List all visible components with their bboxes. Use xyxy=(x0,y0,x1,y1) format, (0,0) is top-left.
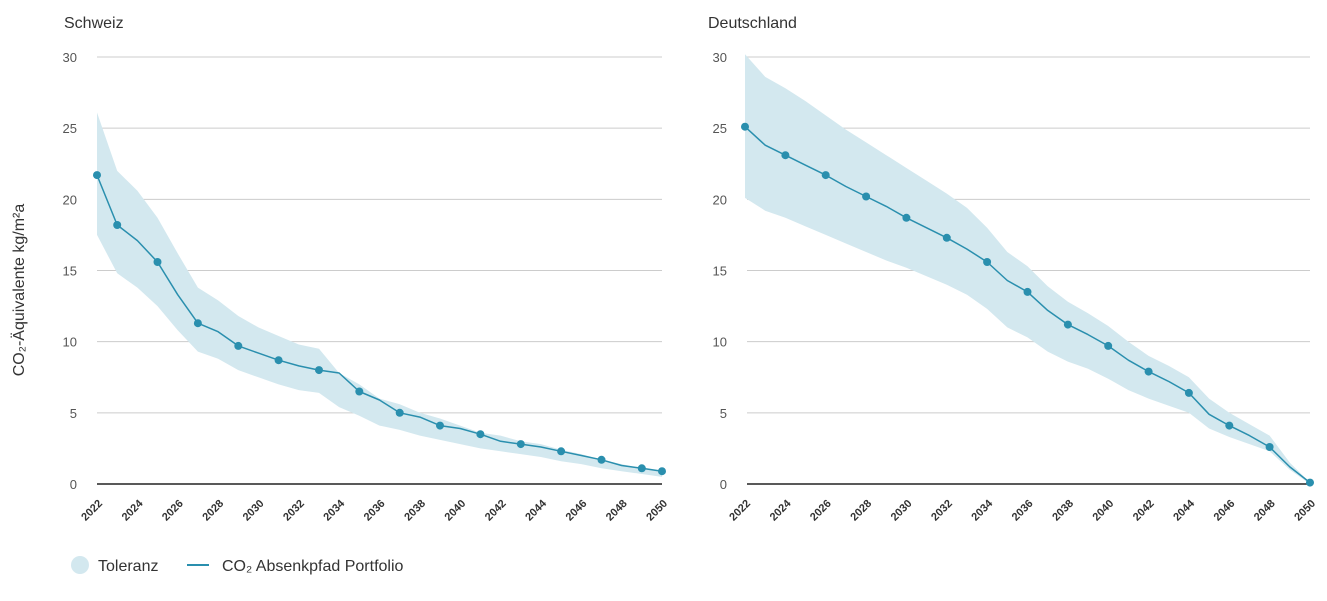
x-tick-label: 2022 xyxy=(79,498,105,524)
x-tick-label: 2030 xyxy=(241,498,267,524)
y-tick-label: 20 xyxy=(713,192,727,207)
chart-panel-1: Deutschland 0 5 10 15 20 25 30 2022 2024 2026 2028 2… xyxy=(708,15,1318,523)
panel-title: Deutschland xyxy=(708,15,797,32)
x-tick-label: 2042 xyxy=(483,498,509,524)
x-tick-label: 2036 xyxy=(1010,498,1036,524)
y-tick-label: 10 xyxy=(713,335,727,350)
data-point xyxy=(1306,478,1314,487)
y-tick-label: 15 xyxy=(63,264,77,279)
x-tick-label: 2040 xyxy=(1091,498,1117,524)
x-tick-label: 2046 xyxy=(564,498,590,524)
x-tick-label: 2028 xyxy=(200,498,226,524)
x-tick-label: 2026 xyxy=(160,498,186,524)
data-point xyxy=(1063,320,1072,329)
data-point xyxy=(1225,421,1234,430)
data-point xyxy=(113,221,122,229)
data-point xyxy=(1023,287,1032,296)
x-tick-label: 2030 xyxy=(889,498,915,524)
data-point xyxy=(516,440,525,449)
x-tick-label: 2050 xyxy=(644,498,670,524)
y-tick-label: 25 xyxy=(713,121,727,136)
data-point xyxy=(597,455,606,464)
y-tick-label: 30 xyxy=(713,50,727,65)
chart-panel-0: Schweiz 0 5 10 15 20 25 30 2022 2024 2026 2028 2030 2… xyxy=(63,15,671,523)
x-tick-label: 2034 xyxy=(321,497,347,523)
y-tick-label: 0 xyxy=(720,477,727,492)
y-tick-label: 30 xyxy=(63,50,77,65)
x-tick-label: 2034 xyxy=(969,497,995,523)
y-tick-label: 5 xyxy=(720,406,727,421)
data-point xyxy=(93,171,101,180)
y-tick-label: 15 xyxy=(713,264,727,279)
legend-label-portfolio: CO₂ Absenkpfad Portfolio xyxy=(222,558,404,575)
data-point xyxy=(315,366,323,375)
x-tick-label: 2038 xyxy=(402,498,428,524)
data-point xyxy=(983,258,992,266)
y-tick-label: 25 xyxy=(63,121,77,136)
x-tick-label: 2044 xyxy=(1171,497,1197,523)
data-point xyxy=(355,387,364,396)
data-point xyxy=(821,171,830,180)
data-point xyxy=(1184,388,1193,397)
x-tick-label: 2048 xyxy=(1252,498,1278,524)
x-tick-label: 2046 xyxy=(1212,498,1238,524)
data-point xyxy=(781,151,790,160)
data-point xyxy=(234,341,243,350)
x-tick-label: 2022 xyxy=(727,498,753,524)
y-axis-label: CO₂-Äquivalente kg/m²a xyxy=(10,204,28,377)
data-point xyxy=(1144,367,1153,376)
y-tick-label: 20 xyxy=(63,192,77,207)
data-point xyxy=(1265,443,1274,451)
x-tick-label: 2026 xyxy=(808,498,834,524)
data-point xyxy=(658,467,666,476)
x-tick-label: 2032 xyxy=(929,498,955,524)
toleranz-legend-swatch xyxy=(71,556,89,574)
data-point xyxy=(193,319,202,328)
y-tick-label: 10 xyxy=(63,335,77,350)
x-tick-label: 2032 xyxy=(281,498,307,524)
data-point xyxy=(436,421,444,430)
legend-label-toleranz: Toleranz xyxy=(98,558,158,575)
data-point xyxy=(637,464,646,473)
tolerance-band xyxy=(97,112,662,477)
x-tick-label: 2028 xyxy=(848,498,874,524)
x-tick-label: 2050 xyxy=(1292,498,1318,524)
panel-title: Schweiz xyxy=(64,15,124,32)
x-tick-label: 2036 xyxy=(362,498,388,524)
data-point xyxy=(902,213,911,222)
data-point xyxy=(942,233,951,242)
x-tick-label: 2042 xyxy=(1131,498,1157,524)
data-point xyxy=(476,430,485,439)
x-tick-label: 2048 xyxy=(604,498,630,524)
data-point xyxy=(1104,341,1113,350)
y-tick-label: 0 xyxy=(70,477,77,492)
data-point xyxy=(741,122,749,131)
y-tick-label: 5 xyxy=(70,406,77,421)
data-point xyxy=(862,192,871,201)
data-point xyxy=(395,408,404,417)
data-point xyxy=(153,258,162,266)
x-tick-label: 2024 xyxy=(120,497,146,523)
x-tick-label: 2038 xyxy=(1050,498,1076,524)
tolerance-band xyxy=(745,54,1310,484)
legend: Toleranz CO₂ Absenkpfad Portfolio xyxy=(71,556,404,575)
x-tick-label: 2044 xyxy=(523,497,549,523)
x-tick-label: 2024 xyxy=(768,497,794,523)
x-tick-label: 2040 xyxy=(443,498,469,524)
portfolio-line xyxy=(96,174,663,472)
data-point xyxy=(274,356,283,365)
data-point xyxy=(557,447,566,456)
